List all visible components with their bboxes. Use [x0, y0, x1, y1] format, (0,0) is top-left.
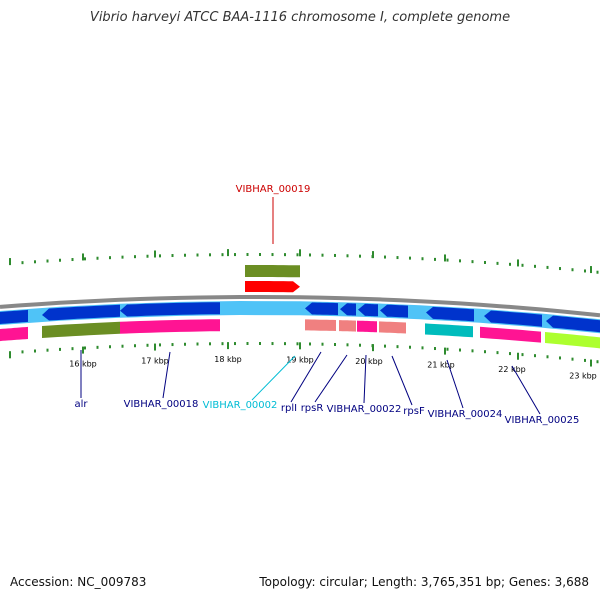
gene-label-vibhar-00002[interactable]: VIBHAR_00002 [203, 400, 278, 411]
feature-vibhar-00019-cds[interactable] [245, 265, 300, 278]
gene-label-leader [162, 351, 171, 399]
genome-summary-text: Topology: circular; Length: 3,765,351 bp… [259, 575, 589, 589]
gene-label-vibhar-00025[interactable]: VIBHAR_00025 [505, 415, 580, 426]
gene-label-vibhar-00018[interactable]: VIBHAR_00018 [124, 399, 199, 410]
gene-label-vibhar-00019[interactable]: VIBHAR_00019 [236, 184, 311, 195]
cds-arrow[interactable] [340, 303, 356, 316]
feature-vibhar-00019-gene[interactable] [245, 281, 300, 293]
scale-label: 21 kbp [427, 360, 455, 369]
cds-arrow[interactable] [0, 309, 28, 324]
scale-label: 16 kbp [69, 360, 97, 369]
feature-row[interactable] [42, 321, 120, 338]
gene-label-leader [511, 365, 541, 415]
scale-label: 22 kbp [498, 365, 526, 374]
feature-row[interactable] [357, 320, 377, 333]
feature-row[interactable] [339, 320, 356, 332]
scale-label: 20 kbp [355, 357, 383, 366]
feature-row[interactable] [425, 323, 473, 338]
scale-label: 23 kbp [569, 372, 597, 381]
cds-arrow[interactable] [484, 310, 542, 327]
gene-label-leader [391, 355, 413, 406]
gene-label-leader [251, 355, 296, 401]
gene-label-leader [314, 354, 348, 403]
gene-label-rpli[interactable]: rplI [281, 403, 297, 414]
cds-arrow[interactable] [546, 315, 600, 333]
gene-label-rpsr[interactable]: rpsR [301, 403, 324, 414]
accession-text: Accession: NC_009783 [10, 575, 147, 589]
gene-label-leader [446, 359, 464, 409]
cds-arrow[interactable] [120, 302, 220, 317]
cds-arrow[interactable] [42, 304, 120, 321]
feature-row[interactable] [305, 319, 336, 331]
scale-label: 18 kbp [214, 355, 242, 364]
gene-label-rpsf[interactable]: rpsF [403, 406, 425, 417]
feature-row[interactable] [0, 326, 28, 342]
feature-row[interactable] [379, 321, 406, 334]
map-title: Vibrio harveyi ATCC BAA-1116 chromosome … [89, 10, 511, 25]
gene-label-leader [290, 351, 322, 403]
cds-arrow[interactable] [380, 304, 408, 318]
scale-label: 19 kbp [286, 355, 314, 364]
feature-row[interactable] [120, 319, 220, 334]
feature-row[interactable] [545, 332, 600, 349]
gene-label-leader [363, 354, 367, 404]
cds-arrow[interactable] [426, 306, 474, 322]
cds-arrow[interactable] [305, 302, 338, 316]
scale-label: 17 kbp [141, 357, 169, 366]
gene-label-vibhar-00024[interactable]: VIBHAR_00024 [428, 409, 503, 420]
genome-backbone [0, 295, 600, 318]
cds-arrow[interactable] [358, 303, 378, 317]
feature-row[interactable] [480, 326, 541, 343]
gene-label-vibhar-00022[interactable]: VIBHAR_00022 [327, 404, 402, 415]
gene-label-alr[interactable]: alr [74, 399, 88, 410]
